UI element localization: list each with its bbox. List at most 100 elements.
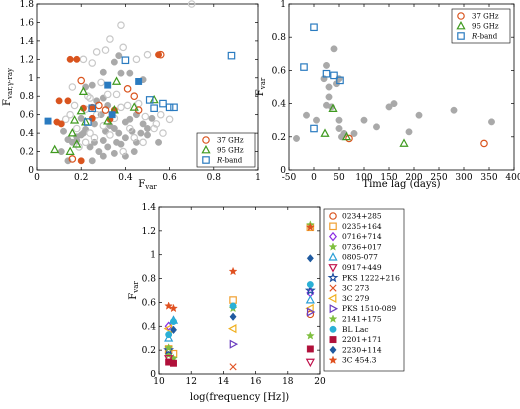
x-tick-label: 250	[430, 173, 447, 183]
data-point	[169, 303, 178, 313]
y-tick-label: 0.2	[272, 133, 286, 143]
data-point	[156, 110, 165, 119]
data-point	[345, 134, 353, 143]
legend-marker	[327, 272, 339, 283]
data-point	[78, 86, 89, 96]
data-point	[144, 125, 151, 132]
data-point	[106, 131, 114, 139]
data-point	[66, 110, 74, 119]
data-point	[79, 129, 87, 137]
legend-marker	[328, 314, 338, 323]
data-point	[126, 69, 134, 77]
data-point	[229, 296, 237, 304]
data-point	[306, 345, 314, 353]
data-point	[130, 92, 139, 101]
data-point	[313, 116, 320, 124]
data-point	[121, 134, 129, 142]
data-point	[228, 324, 237, 334]
data-point	[323, 101, 330, 109]
data-point	[101, 46, 110, 54]
legend-marker	[201, 144, 211, 154]
x-tick-label: 18	[282, 377, 294, 387]
data-point	[108, 111, 116, 119]
legend-marker	[457, 32, 465, 40]
y-tick-label: 0.6	[272, 66, 287, 76]
data-point	[325, 93, 333, 101]
data-point	[88, 157, 96, 165]
legend-marker	[457, 12, 465, 20]
data-point	[488, 118, 495, 126]
chart-p3: 10 12 14 16 18 20 0 0.2 0.4 0.6 0.8 1 1.2 1.4 log(freq…	[128, 203, 405, 403]
y-tick-label: 0.6	[142, 298, 157, 308]
data-point	[229, 339, 239, 349]
data-point	[330, 45, 338, 53]
data-point	[148, 114, 156, 122]
legend-label: PKS 1510-089	[342, 304, 396, 313]
data-point	[306, 307, 316, 317]
legend-label: 2141+175	[342, 315, 382, 324]
data-point	[130, 148, 138, 156]
x-tick-label: 300	[455, 173, 472, 183]
data-point	[143, 50, 152, 59]
data-point	[60, 127, 67, 135]
y-tick-label: 0.4	[142, 322, 157, 332]
legend-label: 0235+164	[342, 222, 382, 231]
x-tick-label: -50	[282, 173, 297, 183]
data-point	[129, 102, 139, 111]
data-point	[99, 121, 108, 130]
legend-box	[196, 132, 256, 168]
data-point	[187, 0, 196, 8]
data-point	[165, 103, 174, 112]
data-point	[228, 266, 238, 276]
data-point	[330, 71, 338, 80]
x-axis-label: log(frequency [Hz])	[190, 392, 289, 403]
legend-label: 37 GHz	[217, 137, 244, 145]
data-point	[50, 144, 60, 154]
data-point	[99, 152, 107, 160]
data-point	[137, 129, 145, 137]
data-point	[57, 148, 65, 156]
legend-marker	[329, 212, 337, 220]
data-point	[305, 331, 315, 340]
legend-marker	[328, 252, 338, 261]
x-tick-label: 1	[255, 173, 261, 183]
x-tick-label: 10	[153, 377, 165, 387]
data-point	[170, 359, 177, 367]
data-point	[159, 129, 167, 137]
data-point	[88, 104, 97, 113]
data-point	[92, 110, 101, 119]
data-point	[99, 68, 107, 76]
data-point	[134, 99, 143, 108]
data-point	[113, 138, 121, 146]
y-axis-label: Fvar	[128, 281, 140, 300]
x-tick-label: 100	[355, 173, 372, 183]
data-point	[126, 124, 134, 133]
data-point	[164, 343, 174, 352]
data-point	[130, 133, 139, 142]
legend-label: 95 GHz	[217, 147, 244, 155]
data-point	[310, 23, 318, 32]
x-tick-label: 20	[314, 377, 326, 387]
data-point	[121, 56, 130, 65]
legend-label: 0716+714	[342, 232, 382, 241]
data-point	[165, 115, 174, 124]
y-tick-label: 0.4	[20, 129, 35, 139]
data-point	[480, 139, 488, 148]
legend-marker	[328, 242, 338, 251]
y-tick-label: 0.8	[20, 92, 35, 102]
chart-p1: 0 0.2 0.4 0.6 0.8 1 0 0.2 0.4 0.6 0.8 1 1.2 1.4 1.6 1.8…	[2, 0, 261, 191]
data-point	[103, 90, 112, 99]
data-point	[110, 149, 118, 157]
data-point	[68, 83, 77, 91]
y-tick-label: 0.8	[142, 275, 157, 285]
data-point	[405, 128, 413, 136]
plot-frame	[158, 206, 321, 375]
legend-box	[451, 8, 511, 44]
y-axis-label: Fvar	[255, 77, 267, 96]
data-point	[55, 97, 63, 105]
x-tick-label: 0	[311, 173, 317, 183]
y-tick-label: 0	[280, 166, 286, 176]
data-point	[86, 129, 94, 137]
plot-frame	[288, 3, 515, 171]
data-point	[92, 48, 101, 56]
